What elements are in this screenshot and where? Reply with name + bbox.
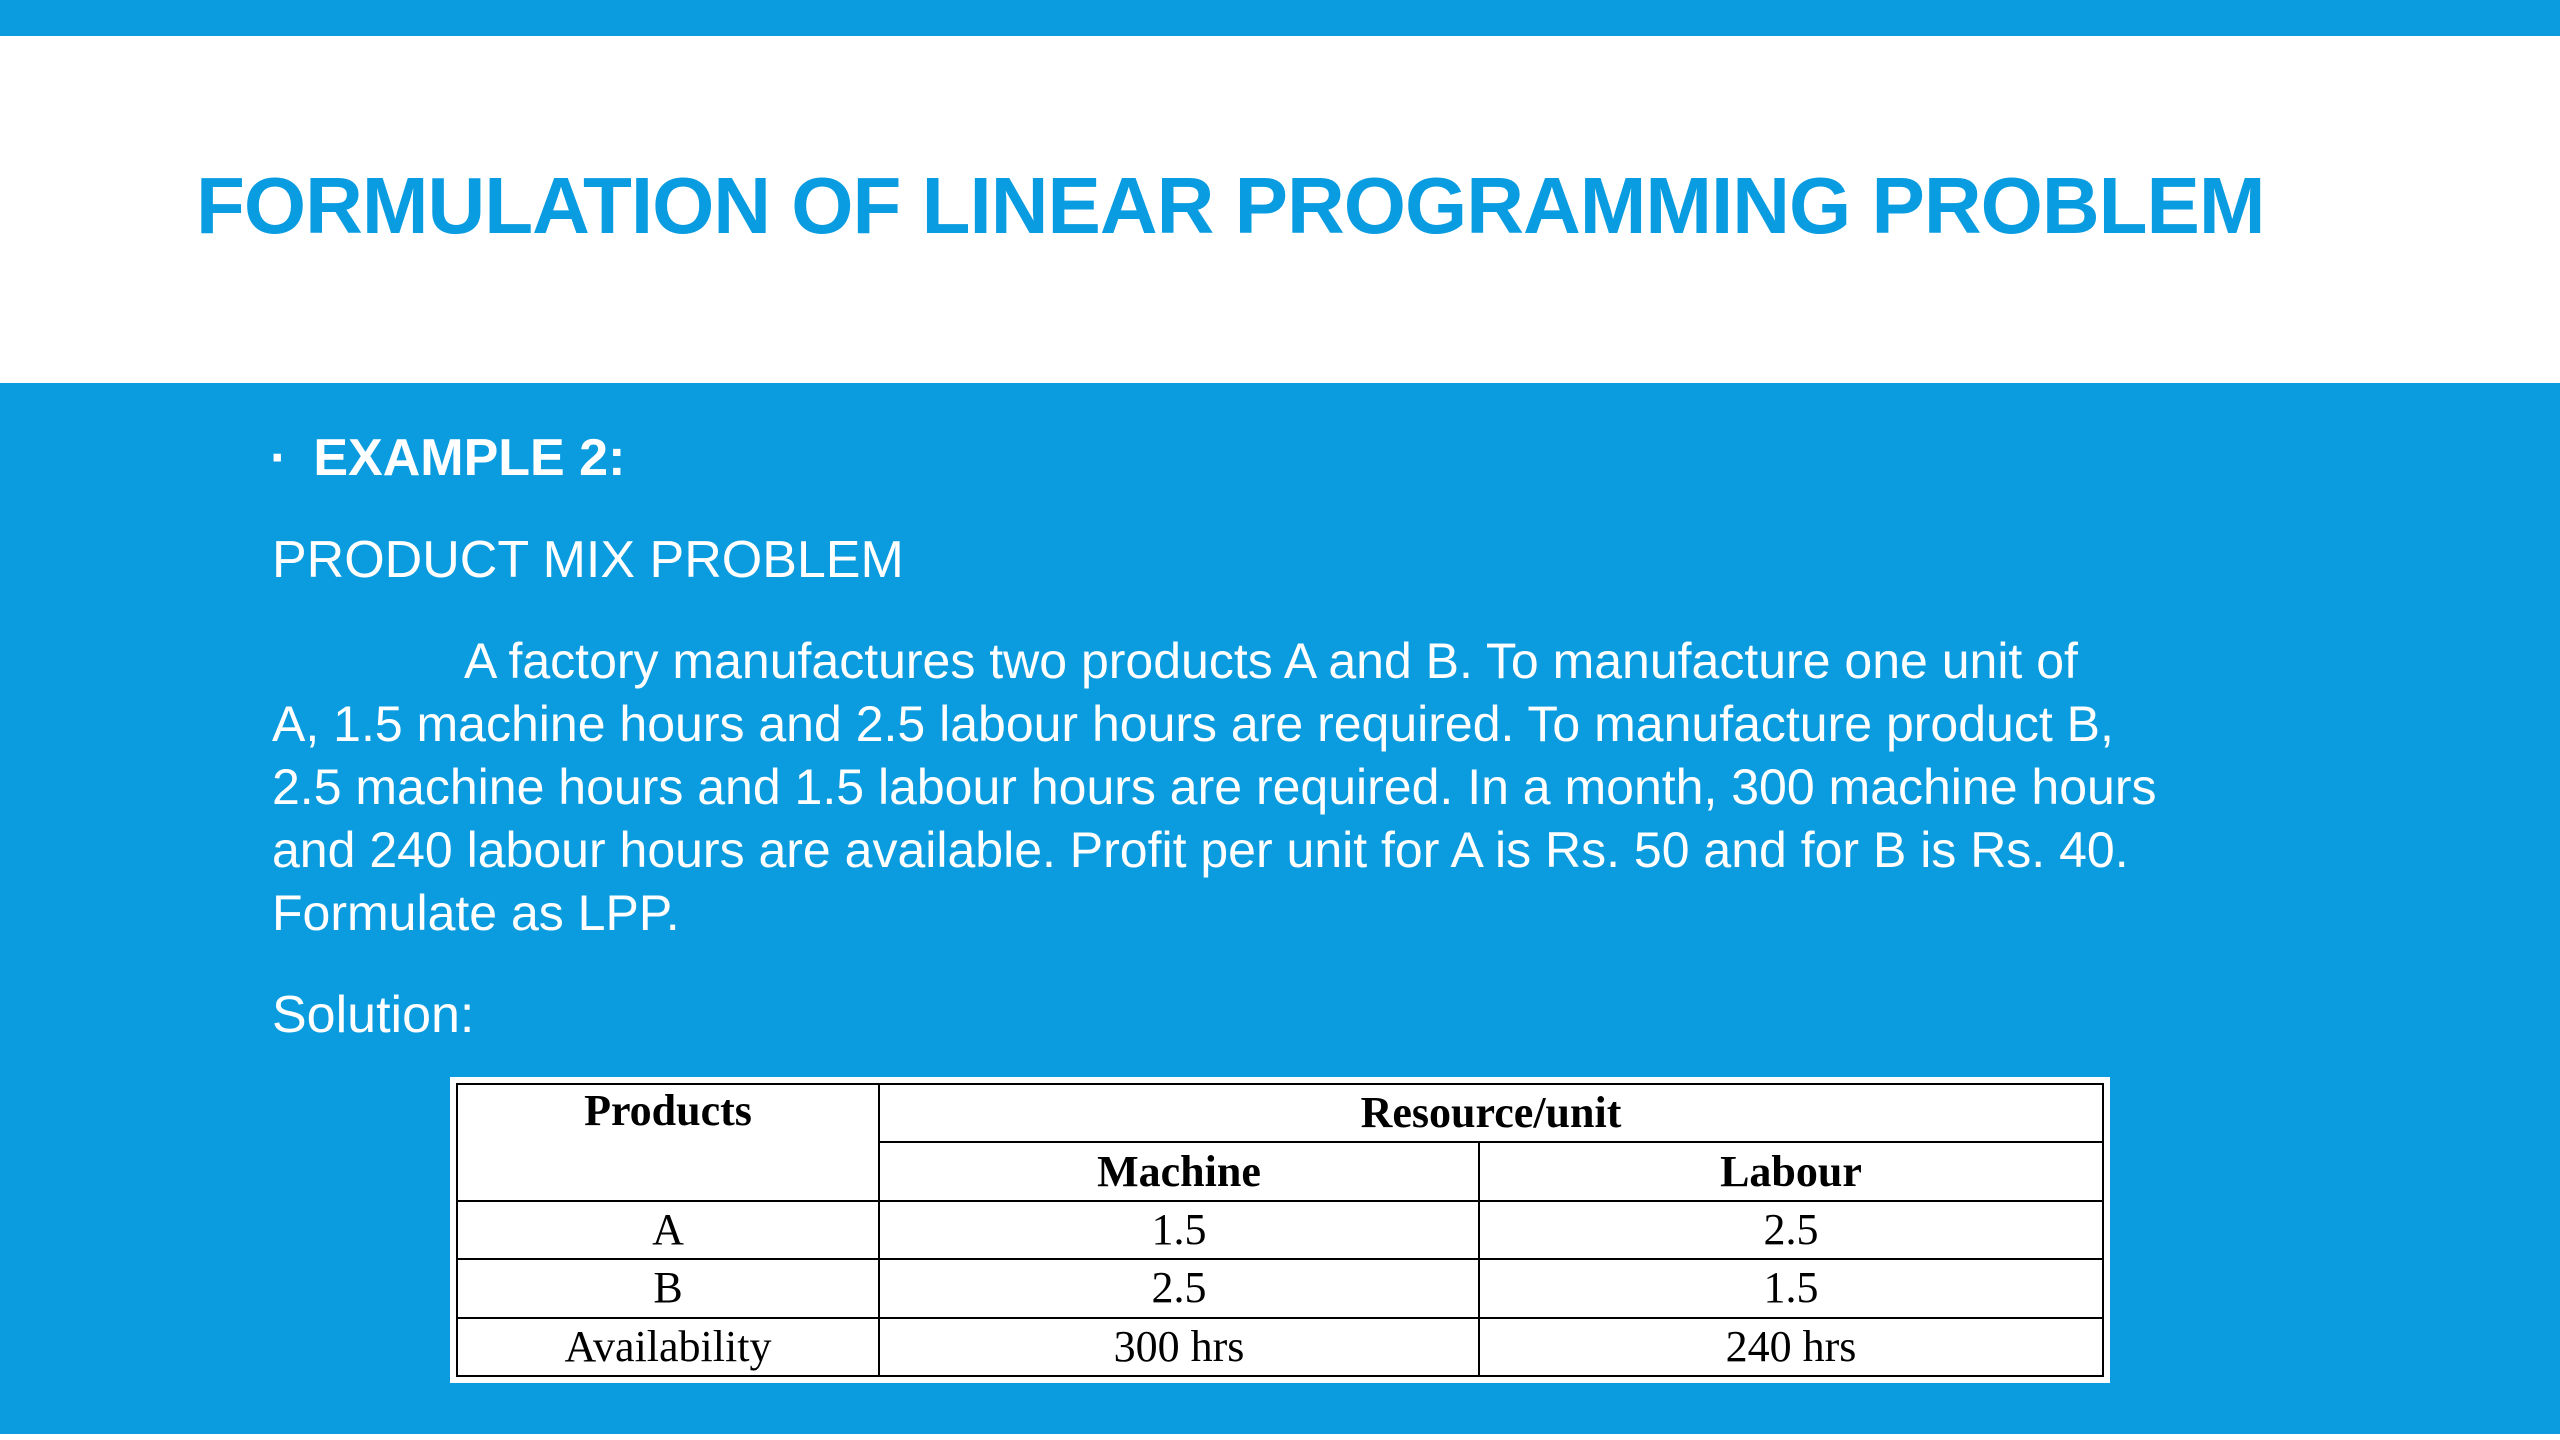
- example-heading: EXAMPLE 2:: [313, 429, 626, 487]
- table-header-row: Products Resource/unit: [456, 1082, 2104, 1202]
- cell-product: B: [456, 1258, 880, 1319]
- statement-line: A, 1.5 machine hours and 2.5 labour hour…: [272, 696, 2114, 752]
- cell-labour: 2.5: [1478, 1199, 2104, 1261]
- cell-machine: 2.5: [878, 1258, 1480, 1319]
- top-accent-band: [0, 0, 2560, 36]
- statement-line: A factory manufactures two products A an…: [464, 633, 2078, 689]
- header-machine: Machine: [878, 1141, 1480, 1202]
- slide-title: FORMULATION OF LINEAR PROGRAMMING PROBLE…: [196, 161, 2265, 250]
- statement-line: 2.5 machine hours and 1.5 labour hours a…: [272, 759, 2157, 815]
- cell-product: A: [456, 1199, 880, 1261]
- cell-product: Availability: [456, 1316, 880, 1378]
- resource-table: Products Resource/unit Machine Labour A …: [456, 1082, 2104, 1378]
- cell-labour: 1.5: [1478, 1258, 2104, 1319]
- problem-statement: A factory manufactures two products A an…: [272, 630, 2322, 945]
- resource-table-container: Products Resource/unit Machine Labour A …: [450, 1077, 2110, 1383]
- problem-subtitle: PRODUCT MIX PROBLEM: [272, 531, 904, 589]
- table-row: A 1.5 2.5: [456, 1199, 2104, 1261]
- example-bullet: · EXAMPLE 2:: [270, 428, 625, 488]
- solution-label: Solution:: [272, 986, 475, 1044]
- table-subheader-row: Machine Labour: [457, 1141, 2104, 1202]
- bullet-icon: ·: [270, 429, 288, 487]
- cell-machine: 1.5: [878, 1199, 1480, 1261]
- cell-machine: 300 hrs: [878, 1316, 1480, 1378]
- statement-line: and 240 labour hours are available. Prof…: [272, 822, 2129, 878]
- table-row: Availability 300 hrs 240 hrs: [456, 1316, 2104, 1378]
- header-resource-per-unit: Resource/unit: [878, 1082, 2104, 1144]
- statement-line: Formulate as LPP.: [272, 885, 680, 941]
- header-products: Products: [456, 1083, 880, 1202]
- table-row: B 2.5 1.5: [456, 1258, 2104, 1319]
- cell-labour: 240 hrs: [1478, 1316, 2104, 1378]
- bottom-edge: [0, 1434, 2560, 1440]
- header-labour: Labour: [1478, 1141, 2104, 1202]
